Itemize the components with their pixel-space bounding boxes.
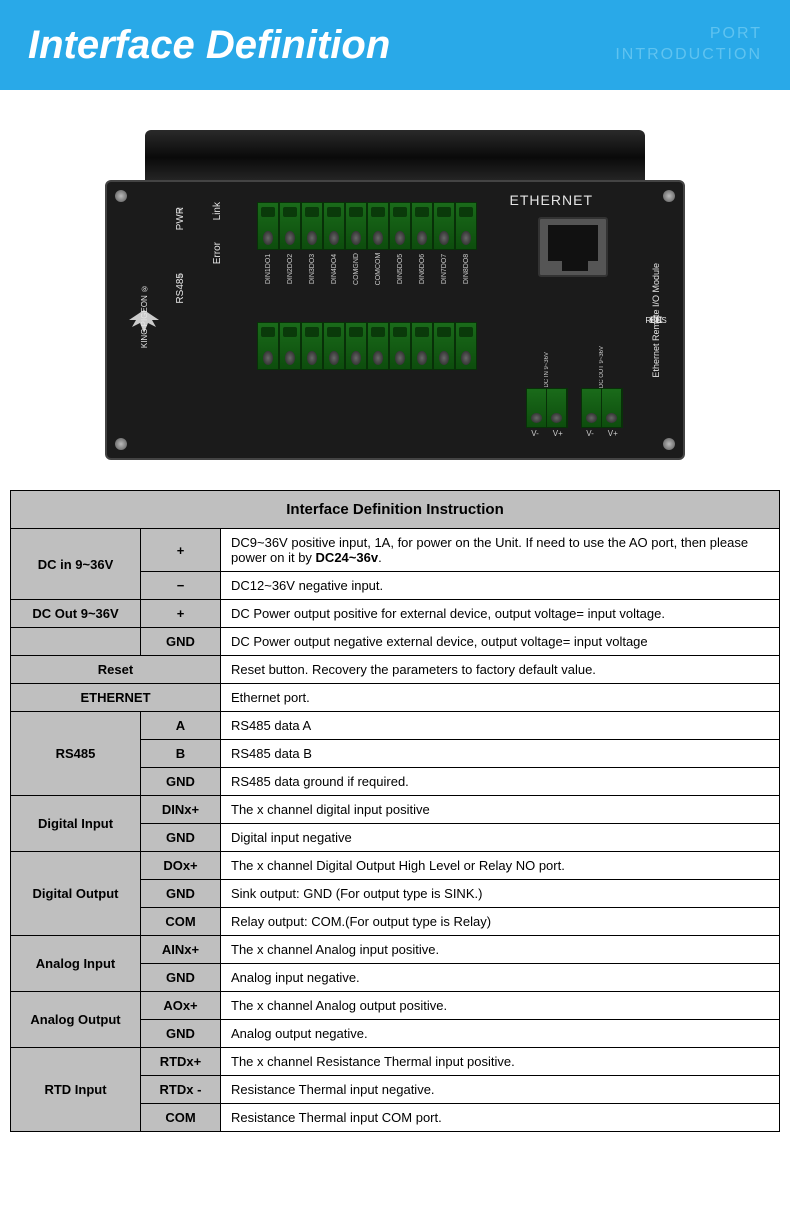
interface-table: Interface Definition Instruction DC in 9… [10, 490, 780, 1132]
dc-out-terminal: DC OUT 9~36V V-V+ [581, 344, 623, 438]
ethernet-port [538, 217, 608, 277]
rs485-led-label: RS485 [175, 273, 186, 304]
page-title: Interface Definition [28, 23, 390, 68]
ethernet-label: ETHERNET [510, 192, 593, 208]
table-row: ETHERNETEthernet port. [11, 684, 780, 712]
table-row: ResetReset button. Recovery the paramete… [11, 656, 780, 684]
table-title: Interface Definition Instruction [11, 491, 780, 529]
table-row: DC Out 9~36V+DC Power output positive fo… [11, 600, 780, 628]
dc-in-terminal: DC IN 9~36V V-V+ [526, 350, 568, 438]
table-row: Digital InputDINx+The x channel digital … [11, 796, 780, 824]
table-row: GNDDC Power output negative external dev… [11, 628, 780, 656]
brand-logo: KING PIGEON ® [119, 212, 169, 428]
pwr-led-label: PWR [175, 207, 186, 230]
terminal-row-bottom [257, 322, 477, 370]
page-header: Interface Definition PORT INTRODUCTION [0, 0, 790, 90]
error-label: Error [212, 242, 223, 264]
terminal-row-top [257, 202, 477, 250]
table-row: Digital OutputDOx+The x channel Digital … [11, 852, 780, 880]
side-label: Ethernet Remote I/O Module CE RoHS FC [641, 207, 671, 433]
link-label: Link [212, 202, 223, 220]
table-row: DC in 9~36V+DC9~36V positive input, 1A, … [11, 529, 780, 572]
table-row: Analog InputAINx+The x channel Analog in… [11, 936, 780, 964]
page-subtitle: PORT INTRODUCTION [615, 24, 762, 66]
terminal-labels-top: DIN1DO1DIN2DO2DIN3DO3DIN4DO4COMGNDCOMCOM… [257, 254, 477, 284]
table-row: RTD InputRTDx+The x channel Resistance T… [11, 1048, 780, 1076]
table-row: RS485ARS485 data A [11, 712, 780, 740]
device-illustration: KING PIGEON ® PWR RS485 Link Error DIN1D… [0, 90, 790, 490]
table-row: Analog OutputAOx+The x channel Analog ou… [11, 992, 780, 1020]
